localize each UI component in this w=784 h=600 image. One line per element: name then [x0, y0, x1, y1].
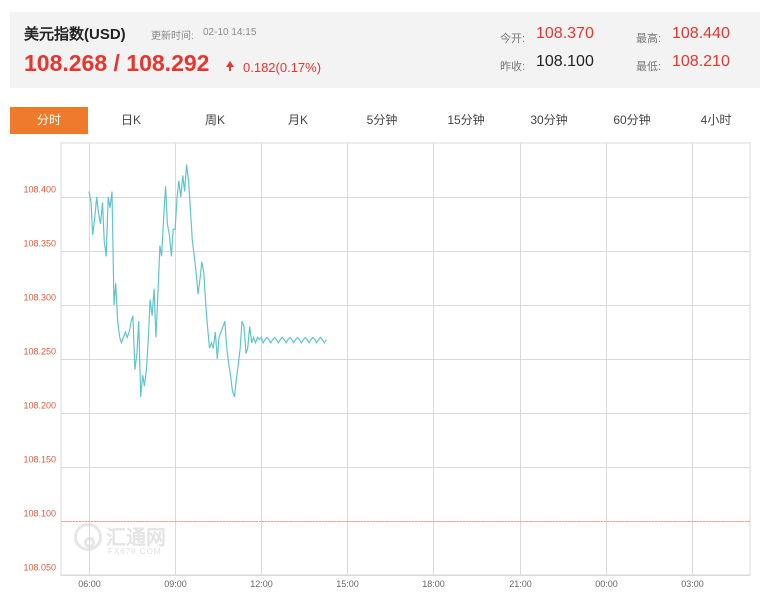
x-tick-label: 09:00 [164, 579, 187, 589]
low-value: 108.210 [672, 53, 730, 70]
x-tick-label: 18:00 [422, 579, 445, 589]
price-change: 0.182(0.17%) [243, 60, 322, 75]
up-arrow-icon [226, 61, 234, 67]
x-tick-label: 21:00 [509, 579, 532, 589]
bid-ask-price: 108.268 / 108.292 [24, 50, 210, 76]
low-label: 最低: [636, 61, 662, 73]
tab-5min[interactable]: 5分钟 [366, 113, 398, 127]
x-tick-label: 15:00 [336, 579, 359, 589]
y-tick-label: 108.250 [23, 347, 56, 357]
y-tick-label: 108.150 [23, 455, 56, 465]
x-tick-label: 06:00 [78, 579, 101, 589]
instrument-name: 美元指数(USD) [24, 26, 126, 43]
tab-30min[interactable]: 30分钟 [530, 113, 568, 127]
high-label: 最高: [636, 33, 662, 45]
tab-intraday[interactable]: 分时 [10, 107, 88, 134]
prev-close-label: 昨收: [500, 61, 526, 73]
update-time: 02-10 14:15 [203, 27, 257, 38]
high-value: 108.440 [672, 25, 730, 42]
prev-close-value: 108.100 [536, 53, 594, 70]
watermark-ring-icon [74, 523, 102, 551]
x-tick-label: 00:00 [595, 579, 618, 589]
y-tick-label: 108.100 [23, 509, 56, 519]
watermark-sub: FX678.COM [108, 547, 162, 556]
price-series-line [88, 164, 327, 398]
y-tick-label: 108.050 [23, 563, 56, 573]
watermark-text: 汇通网 [106, 527, 166, 549]
tab-weekly-k[interactable]: 周K [204, 113, 225, 127]
x-tick-label: 12:00 [250, 579, 273, 589]
period-tabs: 分时 日K 周K 月K 5分钟 15分钟 30分钟 60分钟 4小时 [10, 107, 760, 134]
tab-4hour[interactable]: 4小时 [700, 113, 732, 127]
open-value: 108.370 [536, 25, 594, 42]
x-tick-label: 03:00 [681, 579, 704, 589]
y-tick-label: 108.200 [23, 401, 56, 411]
open-label: 今开: [500, 33, 526, 45]
update-time-label: 更新时间: [151, 31, 194, 42]
tab-60min[interactable]: 60分钟 [613, 113, 651, 127]
watermark-logo: 汇通网 FX678.COM [74, 519, 184, 559]
y-tick-label: 108.400 [23, 185, 56, 195]
y-tick-label: 108.350 [23, 239, 56, 249]
quote-panel: 美元指数(USD) 更新时间: 02-10 14:15 108.268 / 10… [10, 12, 760, 88]
tab-monthly-k[interactable]: 月K [287, 113, 308, 127]
up-arrow-stem [229, 66, 231, 71]
tab-daily-k[interactable]: 日K [120, 113, 141, 127]
tab-15min[interactable]: 15分钟 [447, 113, 485, 127]
y-tick-label: 108.300 [23, 293, 56, 303]
